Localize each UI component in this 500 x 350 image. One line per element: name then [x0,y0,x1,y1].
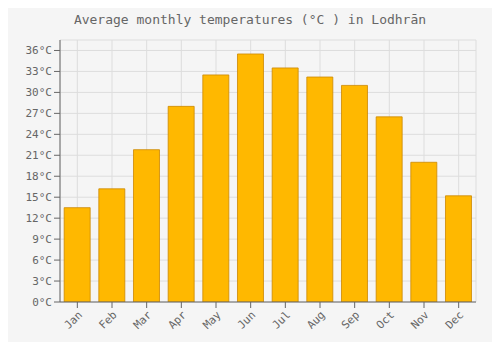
svg-text:18°C: 18°C [26,170,53,183]
svg-text:3°C: 3°C [32,275,52,288]
svg-text:33°C: 33°C [26,65,53,78]
svg-text:Mar: Mar [131,308,155,332]
svg-text:27°C: 27°C [26,107,53,120]
svg-text:24°C: 24°C [26,128,53,141]
svg-text:9°C: 9°C [32,233,52,246]
svg-text:May: May [200,308,224,332]
svg-text:Feb: Feb [96,308,119,331]
svg-text:30°C: 30°C [26,86,53,99]
svg-text:36°C: 36°C [26,44,53,57]
svg-text:Jul: Jul [270,308,293,331]
svg-text:6°C: 6°C [32,254,52,267]
svg-text:Jan: Jan [62,308,85,331]
svg-text:0°C: 0°C [32,296,52,309]
svg-text:Nov: Nov [408,308,432,332]
html-text:Average monthly temperatures (: Average monthly temperatures (°C ) in Lo… [73,12,427,27]
svg-text:Oct: Oct [374,308,397,331]
svg-text:15°C: 15°C [26,191,53,204]
svg-text:21°C: 21°C [26,149,53,162]
svg-text:12°C: 12°C [26,212,53,225]
svg-text:Aug: Aug [304,308,327,331]
svg-text:Dec: Dec [443,308,466,331]
svg-text:Sep: Sep [339,308,362,331]
svg-text:Apr: Apr [166,308,190,332]
svg-text:Jun: Jun [235,308,258,331]
